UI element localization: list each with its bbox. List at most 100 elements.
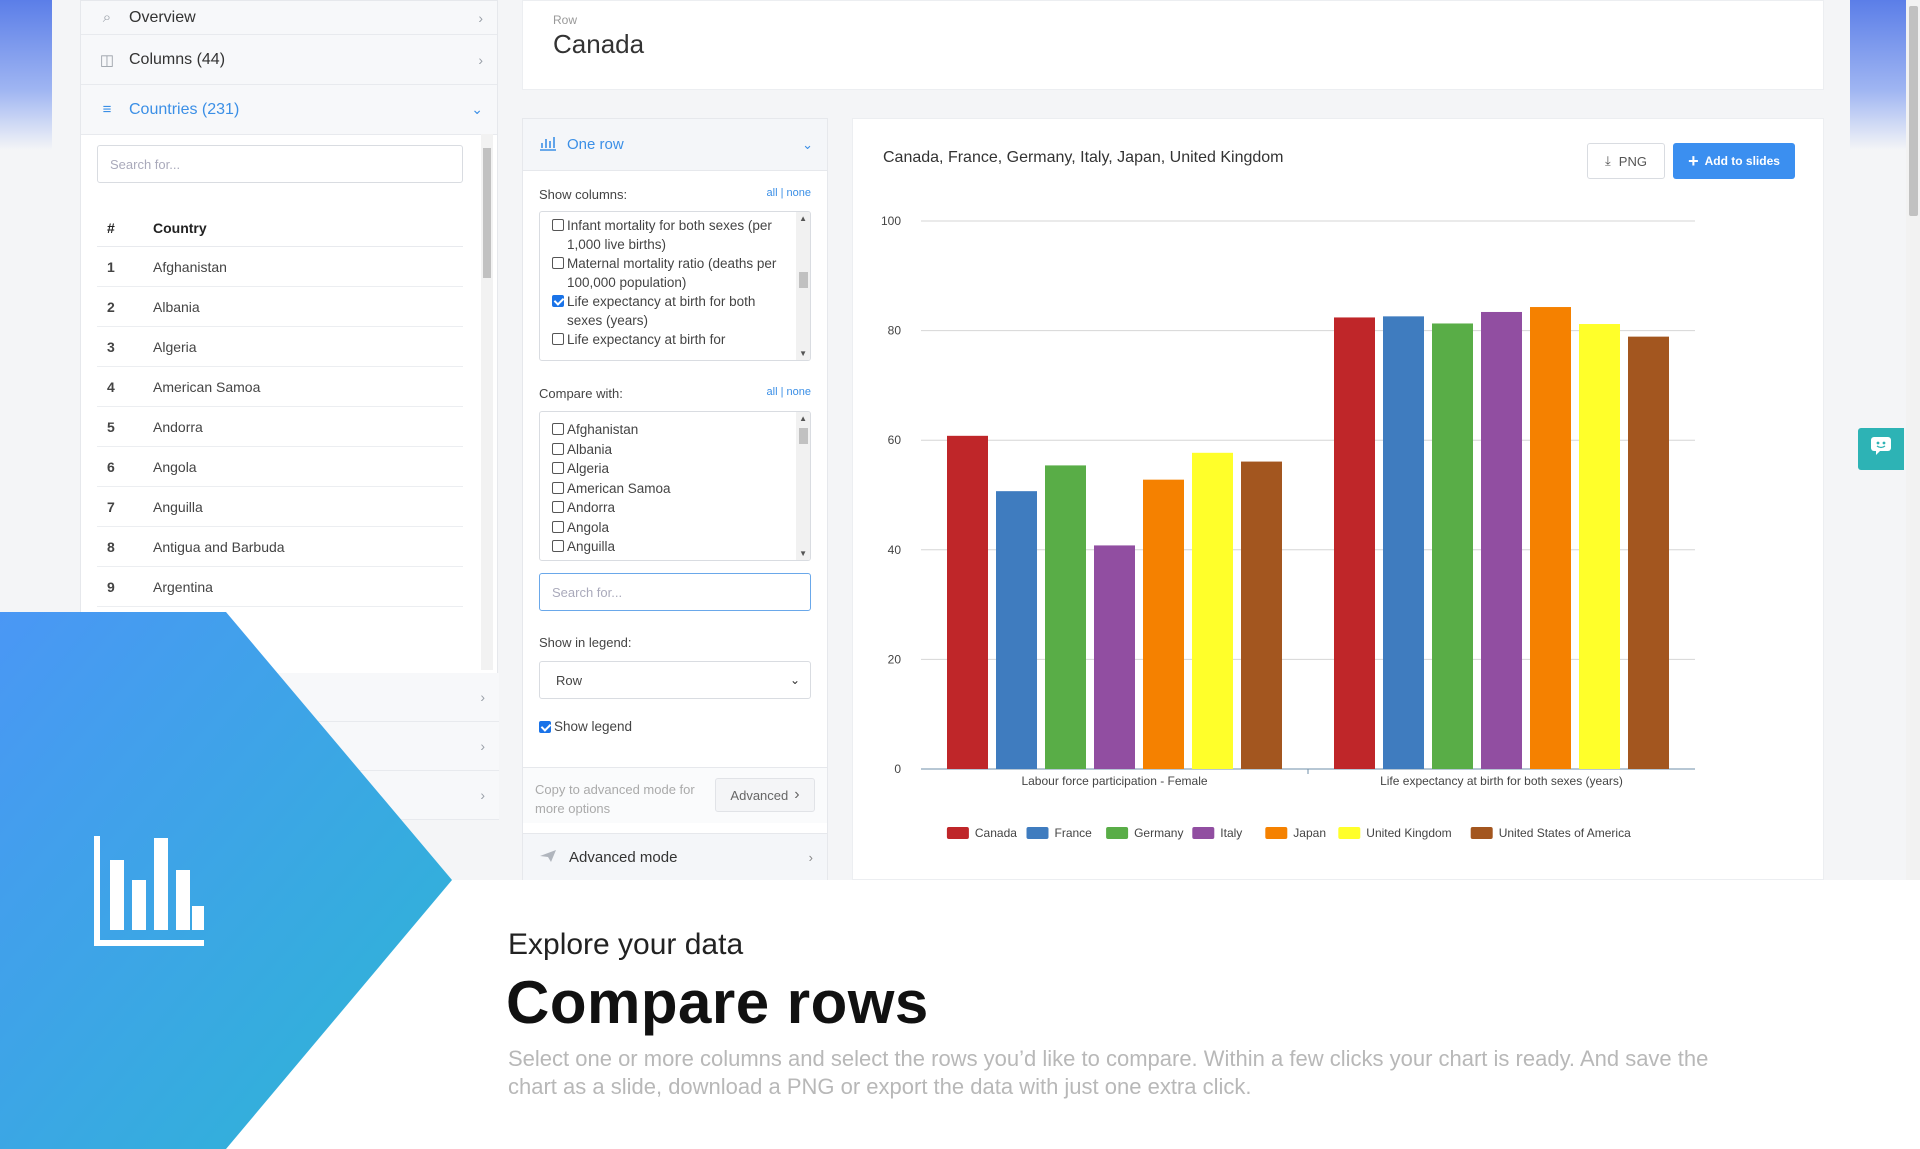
- compare-option[interactable]: Angola: [540, 518, 810, 538]
- checkbox-icon[interactable]: [552, 423, 564, 435]
- checkbox-icon[interactable]: [539, 720, 551, 733]
- column-option[interactable]: Life expectancy at birth for both sexes …: [540, 292, 810, 330]
- section-countries[interactable]: ≡ Countries (231) ⌄: [81, 85, 497, 135]
- compare-option[interactable]: Andorra: [540, 498, 810, 518]
- bar[interactable]: [1192, 452, 1233, 769]
- bar[interactable]: [1383, 316, 1424, 769]
- advanced-button[interactable]: Advanced ›: [715, 778, 815, 812]
- bar[interactable]: [996, 491, 1037, 769]
- country-list-scrollbar[interactable]: [481, 134, 493, 670]
- table-row[interactable]: 5 Andorra: [97, 407, 463, 447]
- legend-swatch[interactable]: [1265, 827, 1288, 839]
- country-name: Anguilla: [153, 498, 203, 515]
- columns-scrollbar[interactable]: ▲ ▼: [796, 212, 810, 360]
- compare-option[interactable]: Albania: [540, 440, 810, 460]
- bar[interactable]: [1628, 336, 1669, 769]
- checkbox-icon[interactable]: [552, 442, 564, 455]
- table-row[interactable]: 2 Albania: [97, 287, 463, 327]
- chevron-right-icon: ›: [808, 850, 813, 865]
- row-number: 8: [107, 538, 115, 555]
- compare-search-input[interactable]: Search for...: [539, 573, 811, 611]
- bar[interactable]: [1481, 311, 1522, 769]
- add-to-slides-label: Add to slides: [1704, 154, 1780, 168]
- legend-label[interactable]: Italy: [1220, 826, 1242, 840]
- checkbox-icon[interactable]: [552, 481, 564, 494]
- download-png-button[interactable]: ⤓ PNG: [1587, 143, 1665, 179]
- legend-label: Show in legend:: [539, 635, 632, 650]
- country-search-input[interactable]: Search for...: [97, 145, 463, 183]
- compare-option[interactable]: American Samoa: [540, 479, 810, 499]
- bar[interactable]: [1094, 545, 1135, 769]
- legend-swatch[interactable]: [1192, 827, 1215, 839]
- show-columns-label: Show columns:: [539, 187, 628, 202]
- table-row[interactable]: 9 Argentina: [97, 567, 463, 607]
- compare-option[interactable]: Anguilla: [540, 537, 810, 557]
- legend-label[interactable]: Germany: [1134, 826, 1183, 840]
- all-none-toggle[interactable]: all | none: [766, 386, 811, 398]
- checkbox-icon[interactable]: [552, 540, 564, 552]
- scroll-up-icon[interactable]: ▲: [799, 214, 807, 223]
- bar[interactable]: [1530, 307, 1571, 769]
- section-overview[interactable]: ⌕ Overview ›: [81, 1, 497, 35]
- page-scrollbar[interactable]: [1906, 0, 1920, 880]
- bar[interactable]: [1432, 323, 1473, 769]
- table-row[interactable]: 1 Afghanistan: [97, 247, 463, 287]
- table-row[interactable]: 8 Antigua and Barbuda: [97, 527, 463, 567]
- legend-select[interactable]: Row ⌄: [539, 661, 811, 699]
- marketing-body: Select one or more columns and select th…: [508, 1046, 1709, 1099]
- checkbox-icon[interactable]: [552, 520, 564, 533]
- table-row[interactable]: 4 American Samoa: [97, 367, 463, 407]
- checkbox-icon[interactable]: [552, 501, 564, 513]
- scroll-down-icon[interactable]: ▼: [799, 349, 807, 358]
- checkbox-icon[interactable]: [552, 295, 564, 307]
- column-option[interactable]: Infant mortality for both sexes (per 1,0…: [540, 216, 810, 254]
- select-none-link[interactable]: none: [786, 187, 811, 199]
- column-option[interactable]: Maternal mortality ratio (deaths per 100…: [540, 254, 810, 292]
- checkbox-icon[interactable]: [552, 219, 564, 231]
- checkbox-icon[interactable]: [552, 257, 564, 269]
- legend-swatch[interactable]: [1470, 827, 1493, 839]
- compare-listbox[interactable]: Afghanistan Albania Algeria American Samoa A…: [539, 411, 811, 561]
- legend-label[interactable]: France: [1055, 826, 1093, 840]
- compare-scrollbar[interactable]: ▲ ▼: [796, 412, 810, 560]
- compare-option[interactable]: Algeria: [540, 459, 810, 479]
- advanced-button-label: Advanced: [730, 787, 789, 803]
- legend-label[interactable]: Japan: [1293, 826, 1326, 840]
- legend-swatch[interactable]: [1106, 827, 1129, 839]
- country-name: Angola: [153, 458, 197, 475]
- show-legend-checkbox[interactable]: Show legend: [539, 719, 632, 734]
- select-all-link[interactable]: all: [766, 187, 778, 199]
- bar[interactable]: [947, 435, 988, 769]
- chart-card: Canada, France, Germany, Italy, Japan, U…: [852, 118, 1824, 880]
- bar[interactable]: [1143, 479, 1184, 769]
- bar[interactable]: [1241, 461, 1282, 769]
- legend-label[interactable]: United Kingdom: [1366, 826, 1451, 840]
- scroll-up-icon[interactable]: ▲: [799, 414, 807, 423]
- scroll-down-icon[interactable]: ▼: [799, 549, 807, 558]
- add-to-slides-button[interactable]: + Add to slides: [1673, 143, 1795, 179]
- legend-label[interactable]: United States of America: [1499, 826, 1631, 840]
- bar[interactable]: [1334, 317, 1375, 769]
- all-none-toggle[interactable]: all | none: [766, 187, 811, 199]
- legend-swatch[interactable]: [1026, 827, 1049, 839]
- section-columns[interactable]: ◫ Columns (44) ›: [81, 35, 497, 85]
- table-row[interactable]: 7 Anguilla: [97, 487, 463, 527]
- column-option[interactable]: Life expectancy at birth for: [540, 330, 810, 349]
- table-row[interactable]: 3 Algeria: [97, 327, 463, 367]
- bar[interactable]: [1045, 465, 1086, 769]
- feedback-button[interactable]: [1858, 428, 1904, 470]
- select-all-link[interactable]: all: [766, 386, 778, 398]
- send-icon: [539, 849, 557, 867]
- legend-swatch[interactable]: [946, 827, 969, 839]
- compare-option[interactable]: Afghanistan: [540, 420, 810, 440]
- legend-swatch[interactable]: [1338, 827, 1361, 839]
- checkbox-icon[interactable]: [552, 333, 564, 345]
- table-row[interactable]: 6 Angola: [97, 447, 463, 487]
- legend-label[interactable]: Canada: [975, 826, 1017, 840]
- select-none-link[interactable]: none: [786, 386, 811, 398]
- columns-listbox[interactable]: Infant mortality for both sexes (per 1,0…: [539, 211, 811, 361]
- one-row-header[interactable]: One row ⌄: [523, 119, 827, 171]
- bar[interactable]: [1579, 324, 1620, 769]
- checkbox-icon[interactable]: [552, 462, 564, 474]
- advanced-mode-section[interactable]: Advanced mode ›: [523, 833, 827, 880]
